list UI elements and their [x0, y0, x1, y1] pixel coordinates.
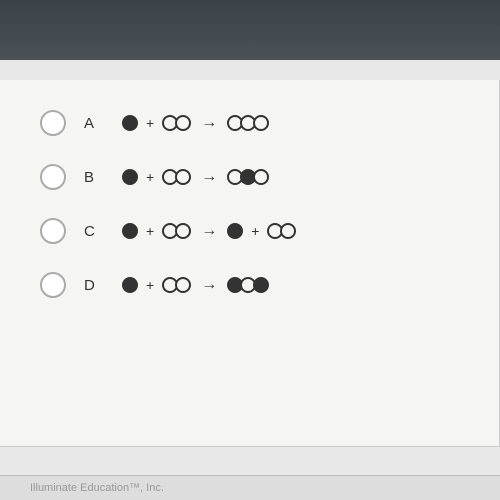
dark-atom-icon — [122, 277, 138, 293]
single-atom — [122, 223, 138, 239]
single-atom — [227, 223, 243, 239]
dark-atom-icon — [122, 169, 138, 185]
option-row-a[interactable]: A+→ — [40, 110, 479, 136]
molecule — [162, 277, 191, 293]
arrow-icon: → — [201, 114, 217, 132]
option-row-b[interactable]: B+→ — [40, 164, 479, 190]
plus-symbol: + — [146, 223, 154, 239]
single-atom — [122, 115, 138, 131]
footer-text: Illuminate Education™, Inc. — [30, 482, 164, 494]
option-label: C — [84, 223, 104, 240]
option-label: A — [84, 115, 104, 132]
plus-symbol: + — [146, 169, 154, 185]
molecule — [162, 115, 191, 131]
plus-symbol: + — [146, 277, 154, 293]
radio-button-a[interactable] — [40, 110, 66, 136]
shadow-overlay — [0, 0, 500, 60]
page-container: A+→B+→C+→+D+→ Illuminate Education™, Inc… — [0, 0, 500, 500]
light-atom-icon — [175, 277, 191, 293]
molecule — [227, 277, 269, 293]
plus-symbol: + — [251, 223, 259, 239]
molecule — [162, 169, 191, 185]
radio-button-c[interactable] — [40, 218, 66, 244]
light-atom-icon — [175, 223, 191, 239]
light-atom-icon — [280, 223, 296, 239]
single-atom — [122, 169, 138, 185]
molecule — [227, 169, 269, 185]
option-row-c[interactable]: C + → + — [40, 218, 479, 244]
arrow-icon: → — [201, 222, 217, 240]
arrow-icon: → — [201, 168, 217, 186]
dark-atom-icon — [122, 115, 138, 131]
equation: +→ — [122, 168, 269, 186]
radio-button-d[interactable] — [40, 272, 66, 298]
option-label: D — [84, 277, 104, 294]
light-atom-icon — [253, 169, 269, 185]
single-atom — [122, 277, 138, 293]
option-row-d[interactable]: D+→ — [40, 272, 479, 298]
equation: + → + — [122, 222, 296, 240]
light-atom-icon — [175, 169, 191, 185]
molecule — [162, 223, 191, 239]
arrow-icon: → — [201, 276, 217, 294]
dark-atom-icon — [122, 223, 138, 239]
light-atom-icon — [175, 115, 191, 131]
footer: Illuminate Education™, Inc. — [0, 475, 500, 500]
radio-button-b[interactable] — [40, 164, 66, 190]
option-label: B — [84, 169, 104, 186]
plus-symbol: + — [146, 115, 154, 131]
equation: +→ — [122, 114, 269, 132]
dark-atom-icon — [253, 277, 269, 293]
light-atom-icon — [253, 115, 269, 131]
molecule — [227, 115, 269, 131]
molecule — [267, 223, 296, 239]
dark-atom-icon — [227, 223, 243, 239]
options-list: A+→B+→C+→+D+→ — [40, 110, 479, 298]
equation: +→ — [122, 276, 269, 294]
question-panel: A+→B+→C+→+D+→ — [0, 80, 500, 447]
